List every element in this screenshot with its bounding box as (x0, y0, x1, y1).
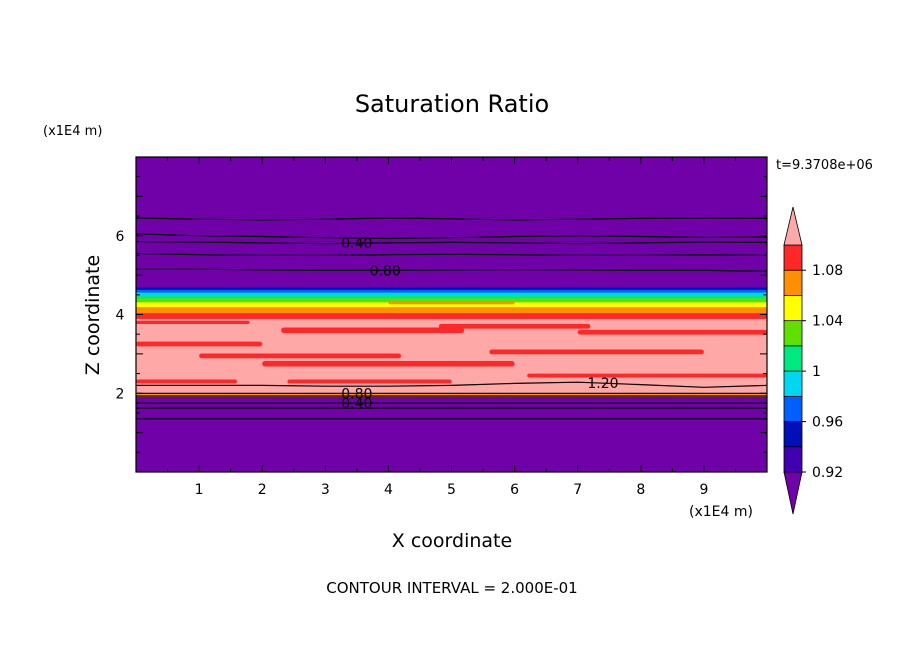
x-tick-label: 3 (321, 482, 330, 498)
contour-band (136, 297, 767, 303)
x-unit-label: (x1E4 m) (689, 504, 753, 520)
contour-streak (527, 373, 767, 378)
x-tick-label: 2 (258, 482, 267, 498)
colorbar: 1.08 1.04 1 0.96 0.92 (783, 206, 843, 515)
contour-line (136, 241, 767, 245)
contour-line (136, 217, 767, 221)
contour-line-label: 0.80 (370, 263, 401, 279)
contour-line (136, 252, 767, 256)
colorbar-label: 0.92 (812, 465, 843, 481)
contour-line (136, 233, 767, 240)
contour-band (136, 289, 767, 293)
colorbar-label: 1 (812, 364, 821, 380)
x-tick-label: 9 (699, 482, 708, 498)
contour-band (136, 301, 767, 308)
x-tick-label: 1 (195, 482, 204, 498)
colorbar-low-arrow (783, 471, 803, 515)
contour-line (136, 268, 767, 272)
contour-streak (489, 349, 704, 355)
colorbar-segment (783, 446, 803, 473)
contour-line-label: 1.20 (587, 376, 618, 392)
colorbar-segment (783, 244, 803, 272)
colorbar-segment (783, 295, 803, 322)
contour-band (136, 306, 767, 314)
colorbar-segment (783, 370, 803, 398)
contour-band (136, 157, 767, 288)
contour-line-label: 0.40 (341, 396, 372, 412)
colorbar-label: 1.04 (812, 314, 843, 330)
x-tick-label: 8 (636, 482, 645, 498)
time-label: t=9.3708e+06 (776, 158, 873, 173)
contour-streak (577, 329, 767, 335)
y-tick-label: 6 (116, 229, 125, 245)
contour-band (136, 292, 767, 296)
contour-streak (136, 341, 263, 347)
contour-streak (287, 379, 452, 384)
contour-band (136, 312, 767, 319)
y-tick-label: 2 (116, 386, 125, 402)
contour-streak (199, 353, 402, 359)
contour-line-label: 0.40 (341, 236, 372, 252)
contour-line (136, 381, 767, 388)
y-tick-label: 4 (116, 308, 125, 324)
contour-streak (136, 320, 250, 324)
contour-band (136, 286, 767, 290)
x-tick-label: 7 (573, 482, 582, 498)
colorbar-segment (783, 395, 803, 423)
contour-line-label: 0.80 (341, 386, 372, 402)
colorbar-high-arrow (783, 206, 803, 246)
x-tick-label: 5 (447, 482, 456, 498)
x-tick-label: 6 (510, 482, 519, 498)
colorbar-segment (783, 320, 803, 347)
chart-title: Saturation Ratio (355, 90, 549, 118)
contour-streak (281, 327, 465, 334)
contour-streak (262, 360, 515, 367)
contour-fill-group: 0.400.801.200.800.40 (136, 157, 767, 472)
y-unit-label: (x1E4 m) (43, 124, 102, 139)
y-axis-label: Z coordinate (82, 255, 104, 375)
contour-streak (136, 379, 237, 384)
x-axis-label: X coordinate (392, 530, 512, 552)
x-tick-label: 4 (384, 482, 393, 498)
colorbar-segment (783, 345, 803, 373)
contour-band (136, 396, 767, 472)
contour-streak (438, 323, 591, 329)
contour-band (136, 294, 767, 299)
contour-band (136, 393, 767, 397)
contour-interval-footer: CONTOUR INTERVAL = 2.000E-01 (326, 579, 577, 597)
colorbar-segment (783, 421, 803, 448)
colorbar-label: 0.96 (812, 415, 843, 431)
colorbar-segment (783, 269, 803, 297)
colorbar-label: 1.08 (812, 263, 843, 279)
contour-streak (388, 301, 515, 305)
